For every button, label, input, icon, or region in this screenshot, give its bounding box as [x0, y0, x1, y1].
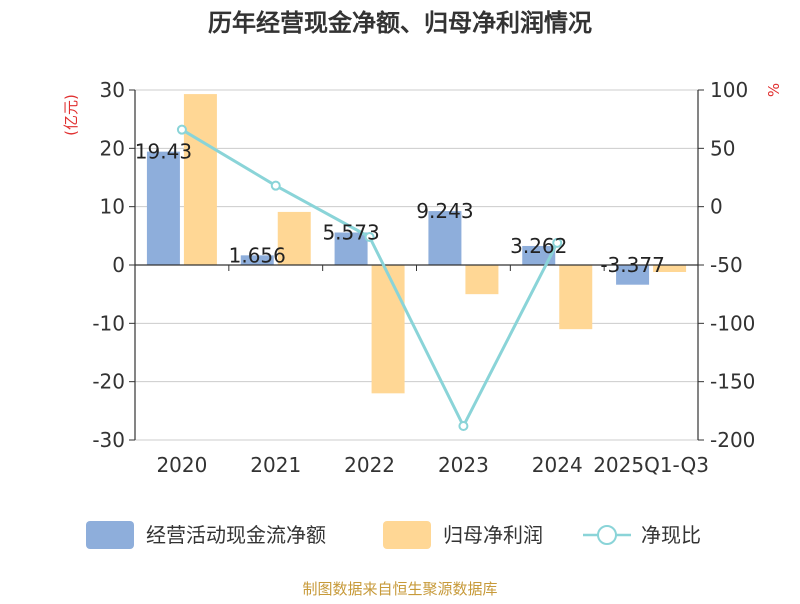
right-axis: 100 50 0 -50 -100 -150 -200 — [698, 78, 755, 452]
x-axis-labels: 2020 2021 2022 2023 2024 2025Q1-Q3 — [156, 453, 709, 477]
bars — [146, 94, 687, 394]
right-tick-label: 50 — [710, 136, 735, 160]
right-tick-label: -100 — [710, 311, 755, 335]
ratio-point — [458, 421, 469, 431]
axes — [134, 90, 699, 440]
right-tick-label: 100 — [710, 78, 748, 102]
x-category-label: 2020 — [156, 453, 207, 477]
cashflow-value-label: 3.262 — [510, 234, 567, 258]
x-category-label: 2023 — [438, 453, 489, 477]
legend-item-ratio[interactable]: 净现比 — [583, 523, 701, 547]
bar-profit — [559, 265, 593, 330]
legend-item-profit[interactable]: 归母净利润 — [383, 521, 543, 549]
right-tick-label: -50 — [710, 253, 743, 277]
cashflow-value-label: 1.656 — [229, 243, 286, 267]
bar-cashflow — [428, 211, 462, 265]
ratio-point — [176, 124, 187, 135]
legend-item-cashflow[interactable]: 经营活动现金流净额 — [86, 521, 326, 549]
bar-profit — [277, 211, 311, 265]
bar-cashflow — [240, 255, 274, 265]
x-category-label: 2025Q1-Q3 — [593, 453, 709, 477]
left-axis: 30 20 10 0 -10 -20 -30 — [92, 78, 135, 452]
left-tick-label: 0 — [112, 253, 125, 277]
x-category-label: 2024 — [532, 453, 583, 477]
bar-profit — [465, 265, 499, 295]
data-labels: 19.43 1.656 5.573 9.243 3.262 -3.377 — [135, 140, 665, 277]
right-axis-unit: % — [765, 83, 783, 97]
bar-profit — [183, 94, 217, 265]
bar-profit — [653, 265, 687, 272]
ratio-line — [176, 124, 563, 431]
left-tick-label: 20 — [100, 136, 125, 160]
cashflow-value-label: 9.243 — [416, 199, 473, 223]
chart-title: 历年经营现金净额、归母净利润情况 — [208, 9, 592, 37]
left-tick-label: -20 — [92, 370, 125, 394]
left-axis-unit: (亿元) — [62, 94, 80, 136]
x-category-label: 2022 — [344, 453, 395, 477]
legend: 经营活动现金流净额 归母净利润 净现比 — [86, 521, 701, 549]
legend-marker-ratio — [597, 525, 617, 545]
cashflow-value-label: 5.573 — [322, 220, 379, 244]
ratio-point — [270, 180, 281, 191]
legend-label-profit: 归母净利润 — [443, 523, 543, 547]
bar-profit — [371, 265, 405, 394]
right-tick-label: 0 — [710, 195, 723, 219]
left-tick-label: 30 — [100, 78, 125, 102]
legend-label-ratio: 净现比 — [641, 523, 701, 547]
legend-swatch-profit — [383, 521, 431, 549]
legend-label-cashflow: 经营活动现金流净额 — [146, 523, 326, 547]
ratio-point — [364, 232, 375, 242]
cashflow-value-label: -3.377 — [600, 253, 664, 277]
footer-source: 制图数据来自恒生聚源数据库 — [302, 580, 497, 598]
cashflow-value-label: 19.43 — [135, 140, 192, 164]
left-tick-label: 10 — [100, 195, 125, 219]
right-tick-label: -200 — [710, 428, 755, 452]
legend-swatch-cashflow — [86, 521, 134, 549]
right-tick-label: -150 — [710, 370, 755, 394]
bar-cashflow — [146, 151, 180, 265]
left-tick-label: -10 — [92, 311, 125, 335]
left-tick-label: -30 — [92, 428, 125, 452]
bar-cashflow — [334, 232, 368, 265]
x-category-label: 2021 — [250, 453, 301, 477]
bar-cashflow — [616, 265, 650, 285]
ratio-point — [552, 237, 563, 248]
